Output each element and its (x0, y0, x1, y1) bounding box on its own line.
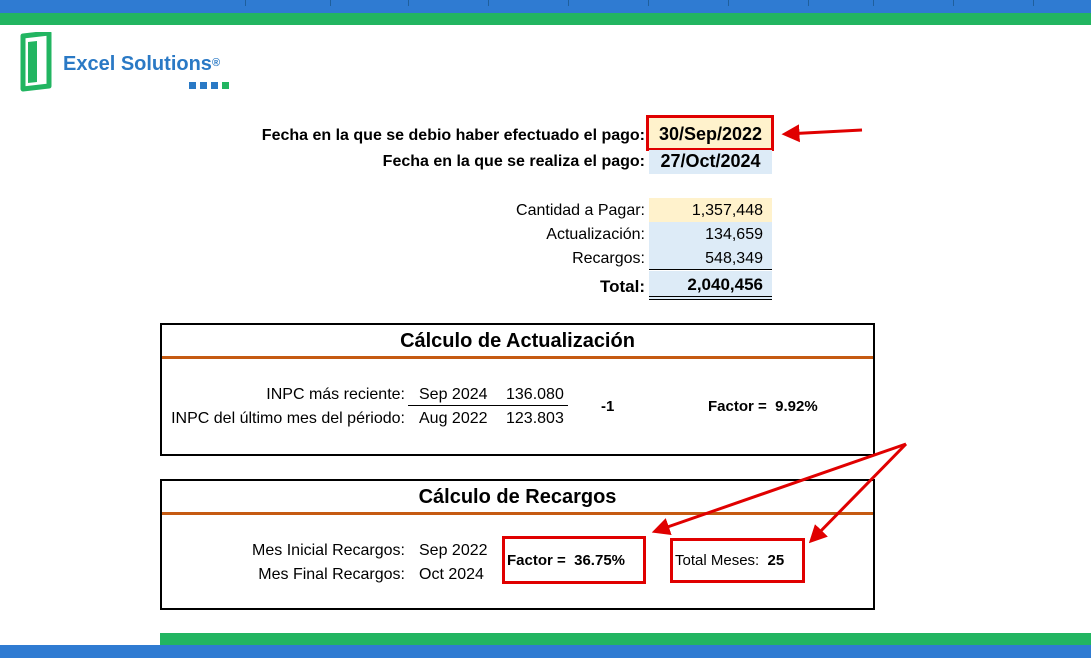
paid-date-label: Fecha en la que se realiza el pago: (382, 153, 645, 170)
inpc-recent-value: 136.080 (506, 386, 564, 403)
total-double-rule (649, 299, 772, 300)
inpc-old-month: Aug 2022 (419, 410, 488, 427)
inpc-old-label: INPC del último mes del périodo: (171, 410, 405, 427)
logo-square (211, 82, 218, 89)
paid-date-value: 27/Oct/2024 (660, 151, 761, 171)
due-date-label: Fecha en la que se debio haber efectuado… (261, 127, 645, 144)
column-gridline (648, 0, 649, 6)
total-meses: Total Meses: 25 (675, 552, 785, 569)
mes-final-value: Oct 2024 (419, 566, 484, 583)
footer-bar-blue (0, 645, 1091, 658)
column-gridline (1033, 0, 1034, 6)
cantidad-value: 1,357,448 (691, 202, 763, 219)
recargos-factor: Factor = 36.75% (507, 552, 625, 569)
arrow-to-recargos-factor (651, 442, 907, 536)
cantidad-cell[interactable] (649, 198, 772, 222)
inpc-divider (408, 405, 568, 406)
recargos-panel: Cálculo de Recargos (160, 479, 875, 610)
actualizacion-factor: Factor = 9.92% (708, 398, 818, 415)
recargos-factor-highlight (502, 536, 646, 584)
total-meses-highlight (670, 538, 805, 583)
column-gridline (953, 0, 954, 6)
minus-one: -1 (601, 398, 615, 415)
actualizacion-value: 134,659 (705, 226, 763, 243)
due-date-value: 30/Sep/2022 (658, 124, 763, 144)
recargos-label: Recargos: (572, 250, 645, 267)
column-gridline (808, 0, 809, 6)
actualizacion-label: Actualización: (546, 226, 645, 243)
arrow-to-total-meses (808, 442, 908, 544)
recargos-value: 548,349 (705, 250, 763, 267)
recargos-rule (162, 512, 873, 515)
column-gridline (568, 0, 569, 6)
total-label: Total: (599, 277, 645, 296)
mes-inicial-value: Sep 2022 (419, 542, 488, 559)
arrow-to-due-date (781, 124, 863, 143)
column-gridline (488, 0, 489, 6)
door-logo-icon (20, 32, 52, 92)
actualizacion-rule (162, 356, 873, 359)
recargos-cell[interactable] (649, 246, 772, 270)
column-gridline (330, 0, 331, 6)
due-date-highlight (646, 115, 774, 151)
cantidad-label: Cantidad a Pagar: (516, 202, 645, 219)
inpc-old-value: 123.803 (506, 410, 564, 427)
total-double-rule (649, 296, 772, 297)
mes-final-label: Mes Final Recargos: (258, 566, 405, 583)
column-gridline (245, 0, 246, 6)
actualizacion-panel: Cálculo de Actualización (160, 323, 875, 456)
footer-bar-green (160, 633, 1091, 645)
total-cell[interactable] (649, 271, 772, 299)
column-gridline (873, 0, 874, 6)
logo-square (222, 82, 229, 89)
inpc-recent-label: INPC más reciente: (266, 386, 405, 403)
logo-square (189, 82, 196, 89)
total-value: 2,040,456 (687, 275, 763, 294)
actualizacion-title: Cálculo de Actualización (400, 330, 635, 352)
mes-inicial-label: Mes Inicial Recargos: (252, 542, 405, 559)
subtotal-rule (649, 269, 772, 270)
header-bar-green (0, 13, 1091, 25)
column-gridline (408, 0, 409, 6)
header-bar-blue (0, 0, 1091, 13)
recargos-title: Cálculo de Recargos (418, 486, 617, 508)
column-gridline (728, 0, 729, 6)
logo-square (200, 82, 207, 89)
brand-name: Excel Solutions® (63, 53, 221, 75)
actualizacion-cell[interactable] (649, 222, 772, 246)
due-date-cell[interactable] (649, 118, 772, 150)
paid-date-cell[interactable] (649, 150, 772, 174)
inpc-recent-month: Sep 2024 (419, 386, 488, 403)
